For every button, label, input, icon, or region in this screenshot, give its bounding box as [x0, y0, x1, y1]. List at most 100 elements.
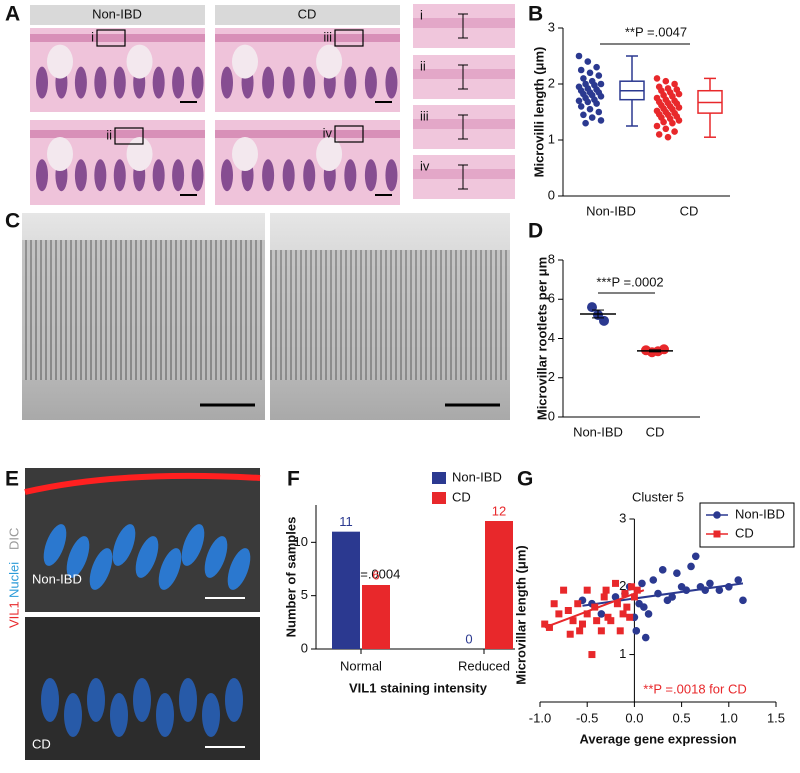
- data-point: [577, 103, 585, 110]
- data-point: [675, 104, 683, 111]
- nucleus-stain: [364, 159, 377, 192]
- value-label: 11: [339, 514, 353, 529]
- data-point: [632, 627, 641, 635]
- nucleus-stain: [191, 159, 204, 192]
- nucleus-stain: [385, 66, 398, 99]
- legend-label: CD: [735, 525, 754, 540]
- channel-label: DIC: [6, 528, 21, 550]
- data-point: [586, 105, 594, 113]
- data-point: [640, 603, 648, 611]
- data-point: [588, 651, 596, 659]
- e-sample: CD: [32, 736, 51, 751]
- y-axis-label: Microvilli length (μm): [531, 47, 546, 178]
- x-tick-label: -0.5: [576, 710, 598, 725]
- panel-label: D: [528, 220, 543, 243]
- panel-label: A: [5, 3, 20, 26]
- nucleus-stain: [221, 159, 233, 192]
- brush-border: [215, 130, 400, 138]
- nucleus-stain: [94, 159, 107, 192]
- x-tick-label: CD: [680, 203, 699, 218]
- goblet: [47, 44, 73, 79]
- legend-marker: [713, 530, 721, 538]
- legend-label: Non-IBD: [452, 469, 502, 484]
- nucleus: [204, 536, 228, 578]
- data-point: [597, 610, 606, 618]
- bar: [485, 521, 513, 649]
- data-point: [644, 610, 653, 618]
- inset-box: [334, 125, 364, 143]
- inset-label: i: [420, 7, 423, 22]
- inset-marker: ii: [106, 127, 112, 142]
- data-point: [597, 627, 605, 635]
- annotation: **P =.0018 for CD: [643, 681, 746, 696]
- x-tick-label: Non-IBD: [573, 424, 623, 439]
- data-point: [626, 613, 634, 621]
- nucleus: [64, 693, 82, 737]
- legend-swatch: [432, 492, 446, 504]
- inset-box: [114, 127, 144, 145]
- nucleus-stain: [113, 159, 126, 192]
- panel-label: G: [517, 468, 533, 491]
- y-tick-label: 0: [301, 640, 308, 655]
- nucleus-stain: [344, 159, 357, 192]
- data-point: [687, 562, 695, 571]
- data-point: [706, 579, 714, 588]
- nucleus: [181, 524, 205, 566]
- legend-box: [699, 502, 795, 548]
- data-point: [583, 610, 591, 618]
- x-tick-label: Reduced: [458, 658, 510, 673]
- y-tick-label: 0: [548, 408, 555, 423]
- data-point: [638, 579, 646, 588]
- data-point: [577, 66, 585, 74]
- data-point: [623, 603, 631, 611]
- measure: [458, 64, 468, 90]
- data-point: [560, 586, 568, 594]
- data-point: [593, 63, 600, 71]
- measure: [458, 13, 468, 39]
- inset-band: [413, 119, 515, 129]
- nucleus-stain: [36, 66, 48, 99]
- bar: [332, 531, 360, 649]
- data-point: [566, 630, 574, 638]
- data-point: [586, 69, 594, 77]
- x-tick-label: CD: [646, 424, 665, 439]
- y-tick-label: 1: [548, 131, 555, 146]
- nucleus-stain: [74, 159, 87, 192]
- brush-border: [30, 130, 205, 138]
- nucleus-stain: [303, 159, 316, 192]
- data-point: [574, 600, 582, 608]
- data-point: [613, 600, 621, 608]
- data-point: [739, 596, 747, 605]
- nucleus-stain: [282, 66, 295, 99]
- inset-label: ii: [420, 58, 426, 73]
- data-point: [616, 627, 624, 635]
- data-point: [587, 302, 597, 313]
- chart-title: Cluster 5: [632, 489, 684, 504]
- nucleus: [202, 693, 220, 737]
- measure: [458, 164, 468, 190]
- nucleus: [156, 693, 174, 737]
- data-point: [591, 603, 599, 611]
- data-point: [715, 586, 724, 594]
- data-point: [691, 552, 700, 561]
- nucleus-stain: [262, 159, 275, 192]
- y-tick-label: 6: [548, 291, 555, 306]
- y-tick-label: 2: [548, 369, 555, 384]
- inset-label: iv: [420, 158, 430, 173]
- inset-label: iii: [420, 108, 429, 123]
- nucleus: [225, 678, 243, 722]
- data-point: [673, 569, 681, 578]
- y-tick-label: 3: [619, 510, 626, 525]
- a-header: CD: [298, 6, 317, 21]
- data-point: [653, 122, 661, 130]
- nucleus-stain: [172, 66, 185, 99]
- nucleus-stain: [74, 66, 87, 99]
- nucleus-stain: [36, 159, 48, 192]
- y-tick-label: 4: [548, 330, 555, 345]
- goblet: [126, 137, 153, 171]
- data-point: [576, 627, 584, 635]
- data-point: [668, 593, 676, 601]
- brush-border: [30, 34, 205, 42]
- y-axis-label: Microvillar length (μm): [513, 545, 528, 684]
- goblet: [232, 44, 258, 79]
